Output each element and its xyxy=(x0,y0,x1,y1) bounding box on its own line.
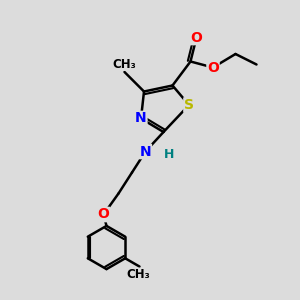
Text: CH₃: CH₃ xyxy=(112,58,136,70)
Text: N: N xyxy=(140,145,151,158)
Text: N: N xyxy=(135,112,147,125)
Text: O: O xyxy=(190,31,202,44)
Text: CH₃: CH₃ xyxy=(126,268,150,281)
Text: H: H xyxy=(164,148,174,161)
Text: O: O xyxy=(98,208,110,221)
Text: O: O xyxy=(207,61,219,74)
Text: S: S xyxy=(184,98,194,112)
